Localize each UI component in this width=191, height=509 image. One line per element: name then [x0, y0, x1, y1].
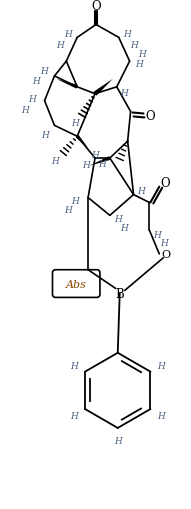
Text: H: H [158, 361, 165, 370]
Text: H: H [32, 77, 40, 86]
Text: H: H [82, 161, 90, 170]
Text: H: H [120, 89, 128, 98]
Polygon shape [76, 135, 88, 149]
Text: H: H [138, 187, 145, 196]
Text: H: H [40, 67, 48, 76]
Text: H: H [57, 41, 64, 50]
Text: H: H [114, 214, 122, 223]
FancyBboxPatch shape [53, 270, 100, 298]
Polygon shape [93, 80, 113, 96]
Text: H: H [70, 361, 78, 370]
Text: H: H [98, 160, 106, 169]
Text: H: H [71, 119, 79, 128]
Text: B: B [115, 288, 124, 300]
Text: O: O [146, 110, 155, 123]
Text: H: H [64, 30, 72, 39]
Text: H: H [21, 106, 29, 115]
Text: H: H [136, 60, 143, 68]
Text: O: O [91, 0, 101, 13]
Text: O: O [162, 249, 171, 260]
Text: H: H [158, 411, 165, 420]
Text: H: H [138, 49, 146, 59]
Text: Abs: Abs [66, 279, 87, 289]
Text: H: H [52, 157, 59, 166]
Text: H: H [114, 436, 122, 445]
Text: H: H [42, 130, 49, 139]
Text: H: H [71, 196, 79, 206]
Text: H: H [64, 206, 72, 214]
Text: H: H [153, 230, 161, 239]
Text: H: H [120, 223, 128, 232]
Text: H: H [28, 95, 36, 104]
Text: H: H [131, 41, 138, 50]
Text: O: O [160, 177, 170, 190]
Polygon shape [57, 80, 78, 90]
Text: H: H [91, 150, 99, 159]
Text: H: H [123, 30, 131, 39]
Text: H: H [70, 411, 78, 420]
Text: H: H [160, 238, 168, 247]
Polygon shape [89, 157, 111, 166]
